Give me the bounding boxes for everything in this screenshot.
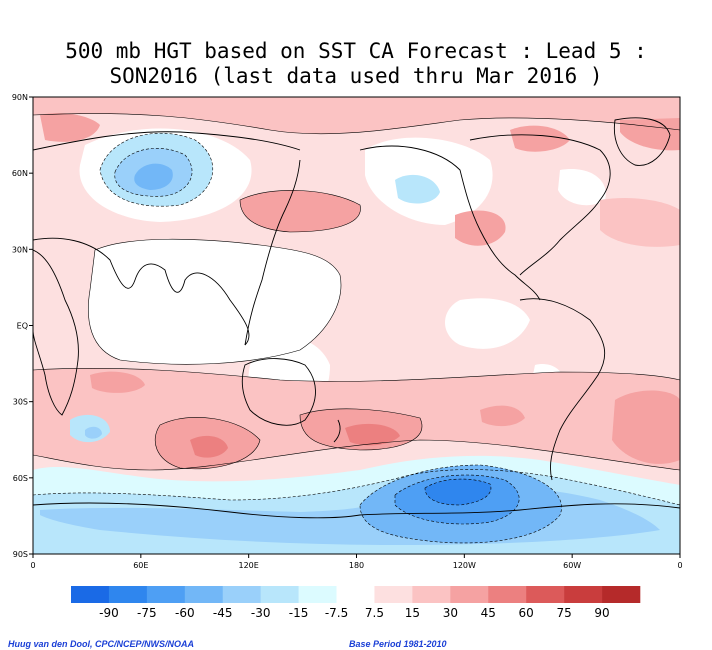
legend-swatch: [450, 586, 489, 603]
legend-swatch: [298, 586, 337, 603]
legend-swatch: [260, 586, 299, 603]
legend-label: 45: [481, 606, 496, 620]
lon-label: 60E: [133, 561, 148, 570]
legend-swatch: [412, 586, 451, 603]
legend-swatch: [488, 586, 527, 603]
legend-label: -15: [289, 606, 309, 620]
legend-swatch: [146, 586, 186, 603]
lat-label: 90S: [13, 550, 28, 559]
lon-label: 0: [30, 561, 35, 570]
base-period: Base Period 1981-2010: [349, 639, 447, 649]
legend-label: 30: [443, 606, 458, 620]
longitude-ticks: 0 60E 120E 180 120W 60W 0: [30, 554, 683, 570]
color-legend: -90 -75 -60 -45 -30 -15 -7.5 7.5 15 30 45 60 75 90: [71, 586, 641, 620]
legend-swatch: [602, 586, 641, 603]
lat-label: 90N: [12, 93, 28, 102]
legend-label: 90: [594, 606, 609, 620]
legend-swatch: [526, 586, 565, 603]
lon-label: 0: [677, 561, 682, 570]
lon-label: 120E: [239, 561, 259, 570]
legend-swatch: [108, 586, 148, 603]
lat-label: 30N: [12, 245, 28, 254]
legend-label: -45: [213, 606, 233, 620]
legend-label: 15: [405, 606, 420, 620]
legend-swatch: [222, 586, 261, 603]
legend-swatch: [336, 586, 375, 603]
credit-left: Huug van den Dool, CPC/NCEP/NWS/NOAA: [8, 639, 195, 649]
contour-lines: [33, 113, 680, 471]
legend-swatch: [71, 586, 110, 603]
legend-label: 7.5: [365, 606, 384, 620]
legend-label: -30: [251, 606, 271, 620]
legend-swatch: [374, 586, 413, 603]
negative-contour-lines: [33, 133, 680, 544]
lat-label: 30S: [13, 398, 28, 407]
legend-label: -75: [137, 606, 157, 620]
legend-label: -60: [175, 606, 195, 620]
legend-label: 60: [519, 606, 534, 620]
map-title-line2: SON2016 (last data used thru Mar 2016 ): [109, 64, 603, 88]
legend-label: -90: [99, 606, 119, 620]
lon-label: 60W: [563, 561, 581, 570]
lon-label: 180: [349, 561, 364, 570]
lat-label: EQ: [17, 322, 28, 331]
lat-label: 60S: [13, 474, 28, 483]
contour-fields: [33, 97, 680, 554]
legend-label: -7.5: [325, 606, 348, 620]
legend-swatch: [564, 586, 603, 603]
latitude-ticks: 90N 60N 30N EQ 30S 60S 90S: [12, 93, 33, 559]
lat-label: 60N: [12, 169, 28, 178]
coastlines: [33, 117, 680, 519]
legend-swatch: [184, 586, 224, 603]
map-title-line1: 500 mb HGT based on SST CA Forecast : Le…: [65, 39, 647, 63]
legend-label: 75: [556, 606, 571, 620]
lon-label: 120W: [453, 561, 476, 570]
